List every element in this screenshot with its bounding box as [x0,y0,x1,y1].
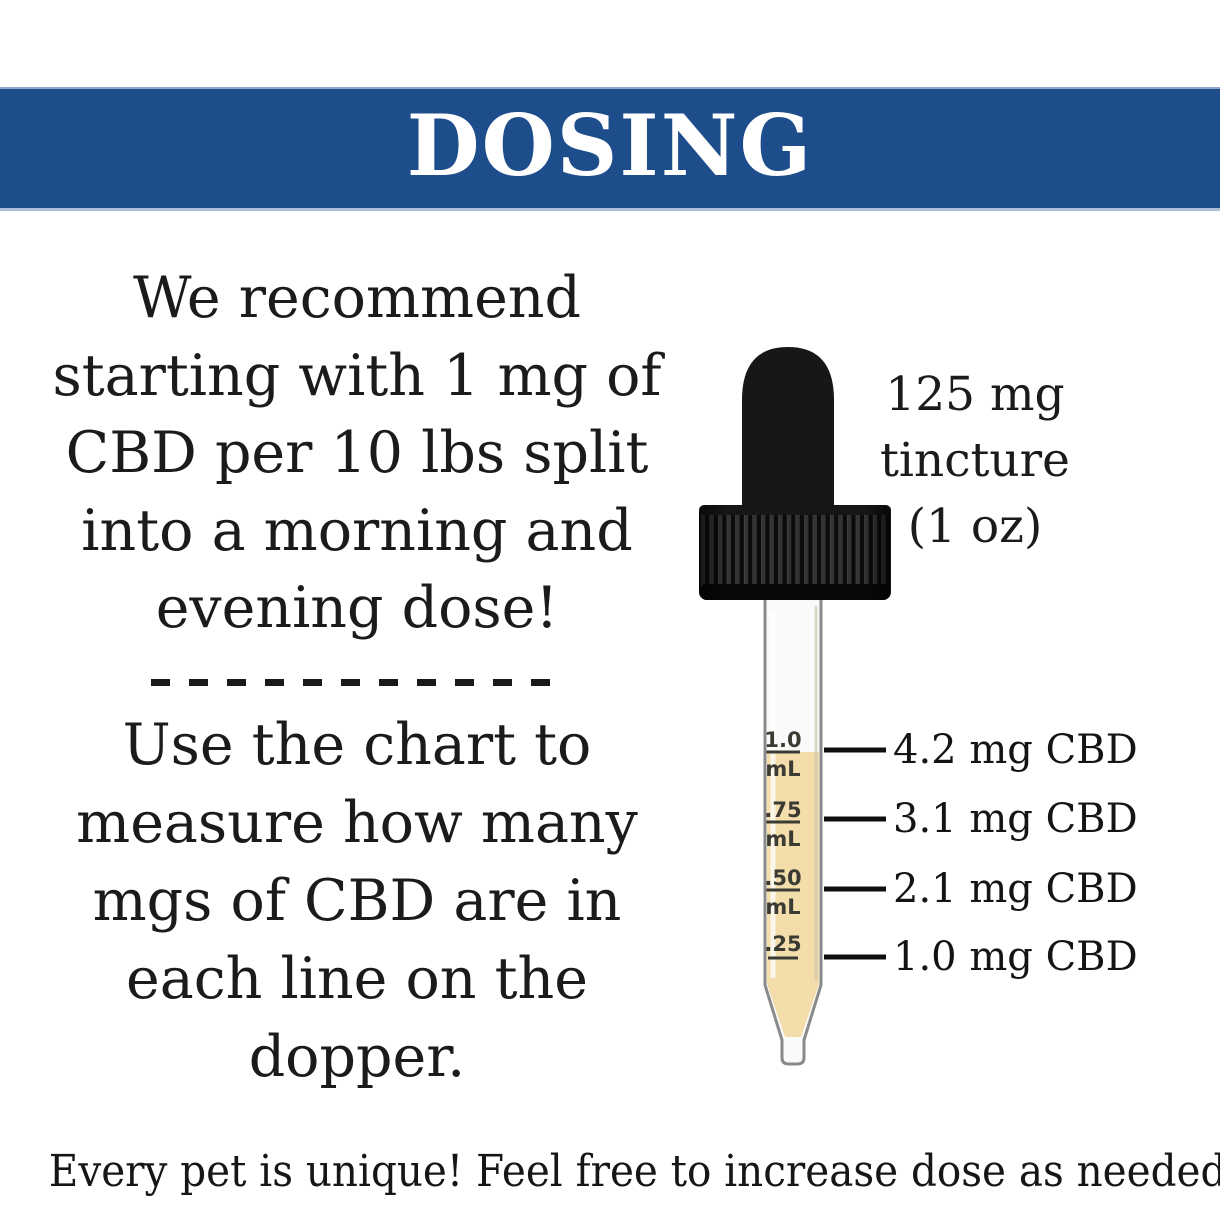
intro-line: We recommend [132,265,582,331]
intro-line: starting with 1 mg of [52,342,662,409]
graduation-mark-1ml: 1.0 mL [764,728,801,781]
usage-line: measure how many [76,790,638,856]
tincture-line: 125 mg [885,367,1065,422]
banner: DOSING [0,87,1220,211]
graduation-mark-50ml: .50 mL [764,866,801,919]
intro-line: into a morning and [81,497,633,564]
tincture-size-label: 125 mg tincture (1 oz) [808,362,1142,560]
dose-label: 2.1 mg CBD [893,866,1138,912]
tincture-line: tincture [880,433,1070,488]
dose-label: 4.2 mg CBD [893,727,1138,773]
graduation-mark-25ml: .25 [764,932,802,960]
mark-unit: mL [765,827,800,851]
mark-unit: mL [765,895,800,919]
dropper-bulb [742,347,834,512]
dose-label: 3.1 mg CBD [893,796,1138,842]
intro-paragraph: We recommend starting with 1 mg of CBD p… [28,260,686,648]
footer-note: Every pet is unique! Feel free to increa… [48,1146,1220,1197]
dropper-glass-outline [763,600,823,1066]
mark-volume: 1.0 [764,728,801,752]
page-title: DOSING [406,95,814,195]
mark-volume: .50 [764,866,801,890]
usage-line: each line on the [126,946,588,1012]
tincture-line: (1 oz) [907,499,1043,554]
mark-volume: .25 [764,932,801,956]
intro-line: CBD per 10 lbs split [65,420,649,486]
dropper-cap [699,505,891,600]
intro-line: evening dose! [155,575,559,641]
graduation-mark-75ml: .75 mL [764,798,801,851]
usage-line: Use the chart to [122,712,592,778]
usage-line: dopper. [248,1024,466,1090]
usage-paragraph: Use the chart to measure how many mgs of… [28,706,686,1096]
mark-volume: .75 [764,798,801,822]
usage-line: mgs of CBD are in [92,868,622,934]
dropper-illustration: 1.0 mL .75 mL .50 mL .25 [699,347,891,1066]
mark-unit: mL [765,757,800,781]
dose-label: 1.0 mg CBD [893,934,1138,980]
dashed-divider [151,679,563,686]
